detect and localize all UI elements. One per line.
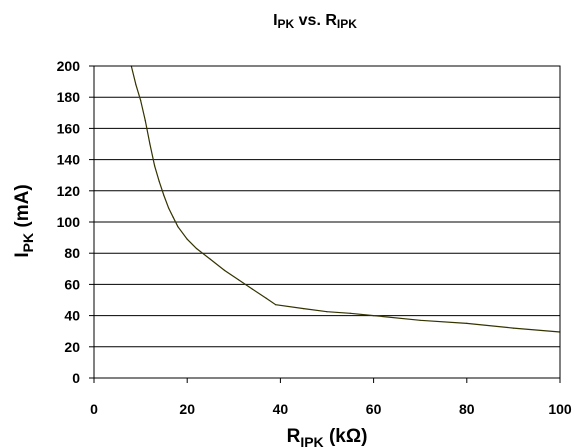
data-point [265,297,267,299]
data-point [209,258,212,260]
y-tick-label: 0 [72,370,80,386]
data-point [158,180,160,182]
data-point [303,308,305,310]
x-tick-label: 20 [179,401,195,417]
data-point [223,269,226,271]
data-point [195,247,198,250]
data-point [275,304,277,306]
data-point [237,279,240,281]
y-tick-label: 20 [64,339,80,355]
x-tick-label: 100 [548,401,572,417]
y-axis-label: IPK (mA) [12,184,36,257]
x-tick-label: 80 [459,401,475,417]
y-tick-label: 40 [64,308,80,324]
data-point [349,312,351,314]
data-point [251,288,253,290]
data-point [135,84,137,86]
data-point [419,319,421,321]
data-point [186,238,188,240]
data-point [373,315,375,317]
data-point [326,311,328,313]
y-tick-label: 80 [64,245,80,261]
series-lines [130,65,561,333]
data-point [154,165,156,167]
data-point [168,207,170,209]
data-point [140,99,142,101]
x-axis-label: RIPK (kΩ) [287,426,368,448]
gridlines [89,65,561,383]
y-tick-label: 160 [57,120,81,136]
y-tick-label: 140 [57,152,81,168]
x-tick-label: 60 [366,401,382,417]
y-tick-label: 100 [57,214,81,230]
x-tick-label: 0 [90,401,98,417]
plot-area-frame [93,65,561,379]
y-tick-label: 60 [64,276,80,292]
y-tick-label: 200 [57,58,81,74]
data-point [163,194,165,197]
data-point [466,322,468,324]
series-line [130,65,561,333]
x-tick-labels: 0 20 40 60 80 100 [90,401,572,417]
data-point [172,216,174,218]
y-tick-labels: 0 20 40 60 80 100 120 140 160 180 200 [57,58,81,386]
x-tick-label: 40 [273,401,289,417]
data-point [149,143,151,145]
data-point [144,120,146,122]
data-point [177,226,179,228]
chart-title: IPK vs. RIPK [273,12,357,31]
y-tick-label: 180 [57,89,81,105]
y-tick-label: 120 [57,183,81,199]
data-point [512,327,515,329]
